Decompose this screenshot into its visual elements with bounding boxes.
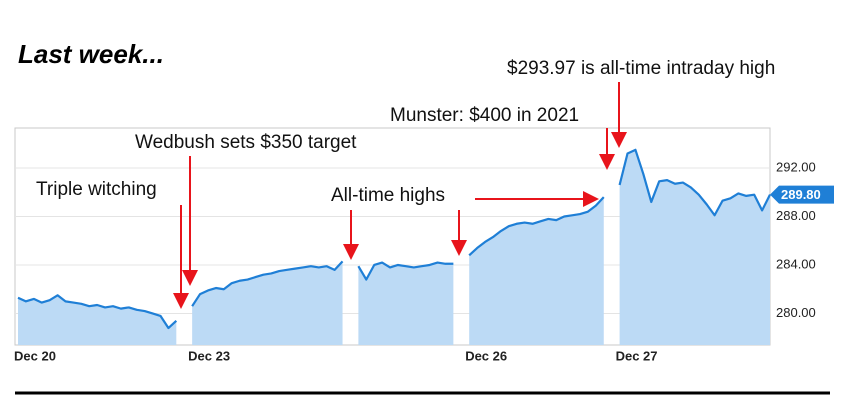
annotation: Triple witching bbox=[36, 179, 157, 200]
price-tag bbox=[770, 185, 834, 204]
x-tick-label: Dec 23 bbox=[188, 348, 230, 363]
annotation: $293.97 is all-time intraday high bbox=[507, 58, 775, 79]
y-tick-label: 292.00 bbox=[776, 159, 816, 174]
y-tick-label: 280.00 bbox=[776, 305, 816, 320]
x-tick-label: Dec 27 bbox=[616, 348, 658, 363]
line bbox=[17, 148, 771, 330]
x-tick-label: Dec 20 bbox=[14, 348, 56, 363]
annotation: Munster: $400 in 2021 bbox=[390, 105, 579, 126]
y-tick-label: 284.00 bbox=[776, 256, 816, 271]
annotation: All-time highs bbox=[331, 185, 445, 206]
chart-title: Last week... bbox=[18, 39, 164, 69]
x-tick-label: Dec 26 bbox=[465, 348, 507, 363]
y-tick-label: 288.00 bbox=[776, 208, 816, 223]
area bbox=[18, 149, 770, 345]
annotation: Wedbush sets $350 target bbox=[135, 132, 357, 153]
price-tag-label: 289.80 bbox=[781, 187, 821, 202]
